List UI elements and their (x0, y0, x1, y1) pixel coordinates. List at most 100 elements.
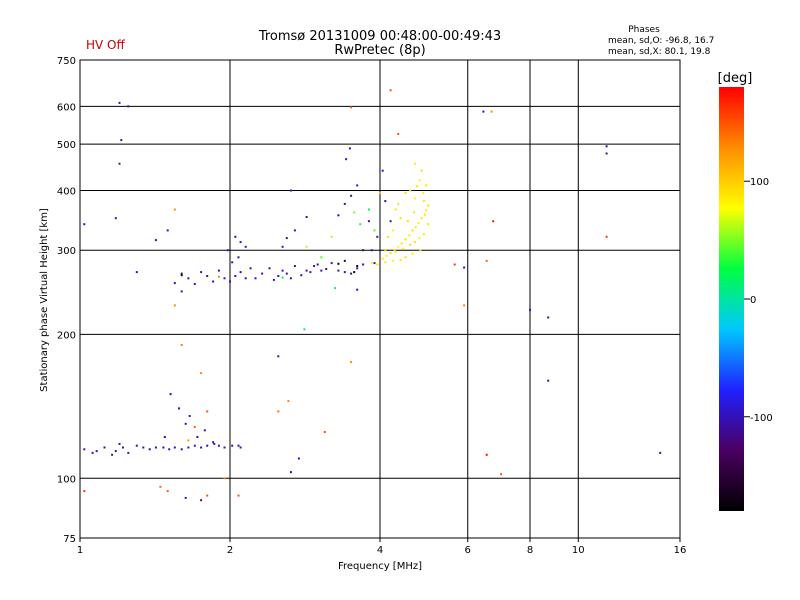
data-point (213, 442, 216, 445)
data-point (142, 446, 145, 449)
data-point (285, 272, 288, 275)
data-point (261, 272, 264, 275)
data-point (95, 450, 98, 453)
data-point (200, 446, 203, 449)
data-point (83, 223, 86, 226)
data-point (239, 241, 242, 244)
x-axis-label: Frequency [MHz] (338, 561, 422, 572)
y-tick-label: 300 (57, 246, 76, 257)
data-point (217, 275, 220, 278)
x-tick-label: 2 (227, 545, 233, 556)
data-points (83, 89, 662, 502)
data-point (114, 217, 117, 220)
y-tick-label: 500 (57, 140, 76, 151)
data-point (367, 208, 370, 211)
data-point (148, 448, 151, 451)
y-tick-label: 75 (63, 534, 76, 545)
data-point (237, 256, 240, 259)
data-point (547, 379, 550, 382)
data-point (231, 444, 234, 447)
data-point (417, 222, 420, 224)
data-point (118, 442, 121, 445)
y-tick-labels: 75 100 200 300 400 500 600 750 (57, 56, 76, 545)
data-point (313, 265, 316, 267)
data-point (397, 245, 400, 248)
data-point (343, 259, 346, 262)
data-point (206, 410, 209, 413)
data-point (206, 494, 209, 497)
data-point (162, 446, 165, 449)
data-point (320, 256, 323, 259)
data-point (416, 185, 419, 188)
data-point (300, 274, 303, 277)
data-point (226, 249, 229, 252)
data-point (337, 214, 340, 217)
data-point (485, 453, 488, 456)
x-tick-label: 4 (377, 545, 383, 556)
data-point (420, 217, 423, 220)
data-point (402, 247, 405, 250)
data-point (120, 139, 123, 142)
data-point (303, 328, 306, 331)
data-point (212, 280, 215, 283)
data-point (127, 105, 130, 108)
x-tick-labels: 1 2 4 6 8 10 16 (77, 538, 686, 556)
data-point (381, 257, 384, 260)
data-point (187, 277, 190, 280)
data-point (389, 220, 392, 223)
data-point (381, 169, 384, 172)
data-point (268, 267, 271, 270)
data-point (297, 457, 300, 460)
data-point (418, 237, 421, 240)
data-point (231, 261, 234, 264)
data-point (411, 229, 414, 232)
data-point (239, 446, 242, 449)
data-point (427, 223, 430, 226)
data-point (281, 245, 284, 248)
data-point (239, 271, 242, 274)
data-point (173, 208, 176, 211)
data-point (173, 282, 176, 285)
data-point (180, 448, 183, 451)
data-point (529, 308, 531, 311)
data-point (397, 202, 400, 205)
data-point (187, 446, 190, 449)
data-point (330, 235, 333, 238)
data-point (83, 490, 86, 493)
data-point (356, 265, 359, 267)
data-point (154, 239, 157, 242)
data-point (659, 451, 662, 454)
data-point (277, 275, 280, 277)
data-point (376, 263, 379, 266)
data-point (166, 229, 169, 232)
data-point (384, 249, 387, 252)
data-point (345, 158, 348, 161)
data-point (206, 275, 209, 277)
data-point (490, 110, 493, 113)
data-point (111, 453, 114, 456)
data-point (427, 204, 430, 207)
data-point (200, 372, 203, 375)
data-point (91, 451, 94, 454)
data-point (605, 235, 608, 238)
colorbar-ticks: 100 0 -100 (744, 177, 773, 424)
data-point (223, 446, 226, 449)
data-point (193, 426, 196, 428)
data-point (353, 271, 356, 274)
data-point (404, 192, 407, 195)
data-point (305, 245, 308, 248)
colorbar-label: [deg] (718, 71, 753, 86)
data-point (389, 252, 392, 254)
data-point (353, 211, 356, 214)
data-point (399, 259, 402, 262)
data-point (404, 238, 407, 241)
data-point (277, 355, 280, 358)
data-point (418, 179, 421, 182)
data-point (414, 226, 417, 229)
colorbar-tick-label: 100 (750, 177, 769, 188)
data-point (103, 446, 106, 449)
data-point (605, 145, 608, 148)
data-point (244, 245, 247, 248)
data-point (397, 133, 400, 135)
